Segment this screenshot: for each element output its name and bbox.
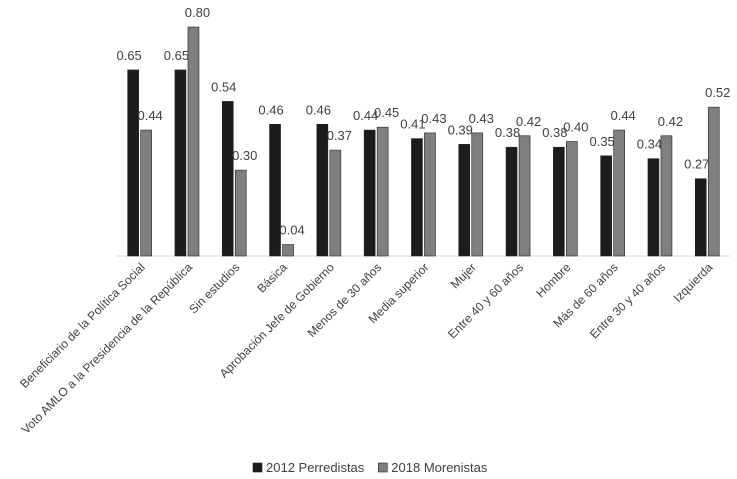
bar	[363, 129, 376, 257]
bar	[376, 126, 389, 257]
value-label: 0.38	[542, 125, 567, 140]
bar	[174, 69, 187, 257]
value-label: 0.34	[637, 137, 662, 152]
value-label: 0.43	[421, 111, 446, 126]
bar	[647, 158, 660, 257]
bar	[234, 169, 247, 257]
value-label: 0.42	[516, 114, 541, 129]
bar	[282, 244, 294, 257]
value-label: 0.40	[563, 120, 588, 135]
bar	[316, 124, 329, 257]
x-tick-label: Mujer	[448, 260, 479, 291]
bar	[707, 106, 720, 257]
value-label: 0.42	[658, 114, 683, 129]
bar	[411, 138, 423, 257]
value-label: 0.54	[211, 79, 236, 94]
bar	[424, 132, 436, 257]
bar	[127, 69, 139, 257]
x-tick-label: Sin estudios	[186, 260, 242, 316]
bar	[187, 26, 200, 257]
value-label: 0.45	[374, 105, 399, 120]
bar	[269, 124, 281, 257]
bar	[458, 144, 471, 257]
legend-swatch	[252, 462, 263, 473]
value-label: 0.38	[495, 125, 520, 140]
value-label: 0.39	[448, 122, 473, 137]
value-label: 0.80	[185, 5, 210, 20]
value-label: 0.27	[684, 157, 709, 172]
value-label: 0.44	[353, 108, 378, 123]
value-label: 0.52	[705, 85, 730, 100]
value-label: 0.65	[116, 48, 141, 63]
bar	[660, 135, 673, 257]
value-label: 0.37	[327, 128, 352, 143]
bar	[566, 141, 578, 257]
legend-swatch	[377, 462, 388, 473]
value-label: 0.46	[258, 102, 283, 117]
bar	[600, 155, 612, 257]
value-label: 0.44	[137, 108, 162, 123]
bar	[553, 146, 565, 257]
value-label: 0.43	[469, 111, 494, 126]
value-label: 0.46	[306, 102, 331, 117]
value-label: 0.30	[232, 148, 257, 163]
value-label: 0.65	[164, 48, 189, 63]
x-tick-label: Voto AMLO a la Presidencia de la Repúbli…	[19, 260, 196, 437]
legend-label: 2012 Perredistas	[266, 460, 365, 475]
bar	[518, 135, 531, 257]
x-tick-label: Hombre	[533, 260, 573, 300]
x-tick-label: Básica	[254, 260, 290, 296]
value-label: 0.04	[279, 223, 304, 238]
bar	[613, 129, 625, 257]
value-label: 0.35	[589, 134, 614, 149]
bar	[329, 149, 342, 257]
value-label: 0.44	[610, 108, 635, 123]
bar	[505, 146, 518, 257]
bar	[471, 132, 484, 257]
x-tick-label: Izquierda	[671, 260, 716, 305]
value-label: 0.41	[400, 117, 425, 132]
bar	[140, 129, 152, 257]
legend-label: 2018 Morenistas	[391, 460, 488, 475]
bar	[221, 101, 234, 257]
bar	[694, 178, 707, 257]
